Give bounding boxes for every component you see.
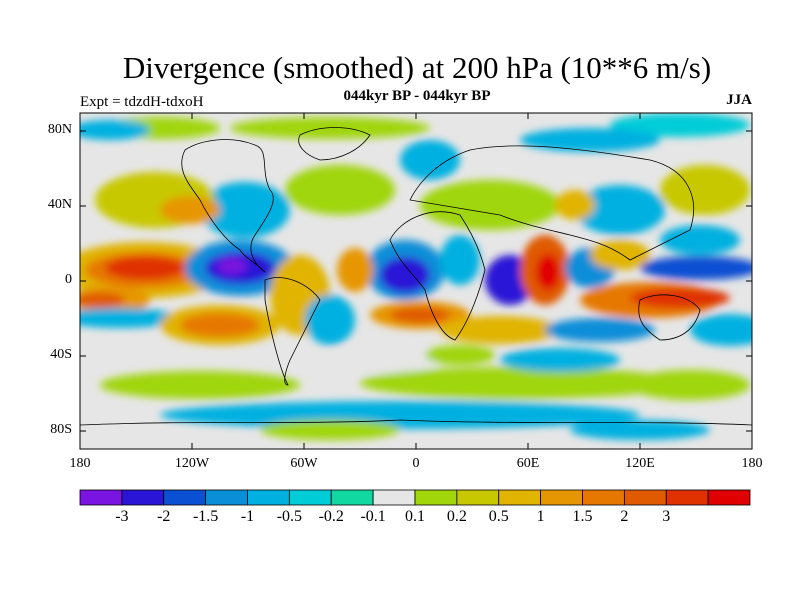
colorbar-swatch [540, 489, 583, 506]
divergence-field [80, 113, 752, 449]
experiment-label: Expt = tdzdH-tdxoH [80, 94, 204, 110]
colorbar-label: -0.1 [360, 508, 386, 525]
axis-ticks [79, 113, 753, 449]
colorbar-swatch [707, 489, 751, 506]
lat-label-80n: 80N [47, 122, 72, 137]
colorbar-swatch [623, 489, 667, 506]
lon-label-60e: 60E [516, 456, 540, 471]
lat-label-40n: 40N [47, 197, 72, 212]
colorbar-swatch [414, 489, 458, 506]
colorbar-swatch [205, 489, 248, 506]
colorbar-swatch [79, 489, 123, 506]
colorbar-swatch [456, 489, 500, 506]
colorbar-swatch [582, 489, 625, 506]
colorbar-label: 0.5 [488, 508, 509, 525]
colorbar-label: 2 [620, 508, 629, 525]
colorbar-swatch [498, 489, 542, 506]
colorbar-label: -1.5 [192, 508, 219, 525]
map-subtitle: 044kyr BP - 044kyr BP [343, 88, 491, 104]
colorbar-swatch [330, 489, 374, 506]
colorbar [79, 489, 751, 506]
colorbar-label: 3 [662, 508, 671, 525]
lon-label-120e: 120E [625, 456, 655, 471]
colorbar-swatch [121, 489, 165, 506]
colorbar-swatch [372, 489, 416, 506]
season-label: JJA [726, 92, 752, 108]
colorbar-label: 1 [536, 508, 545, 525]
colorbar-label: 1.5 [572, 508, 593, 525]
colorbar-label: 0.2 [446, 508, 467, 525]
lon-label-180e: 180 [741, 456, 763, 471]
colorbar-swatch [163, 489, 207, 506]
colorbar-label: -1 [240, 508, 255, 525]
coastlines [80, 127, 752, 426]
lat-label-40s: 40S [50, 347, 72, 362]
colorbar-swatch [665, 489, 709, 506]
lon-label-0: 0 [412, 456, 420, 471]
lon-label-60w: 60W [290, 456, 318, 471]
map-title: Divergence (smoothed) at 200 hPa (10**6 … [122, 50, 712, 85]
colorbar-label: 0.1 [405, 508, 425, 525]
colorbar-label: -3 [115, 508, 129, 525]
lon-label-120w: 120W [174, 456, 210, 471]
colorbar-label: -2 [157, 508, 171, 525]
colorbar-label: -0.5 [276, 508, 303, 525]
lat-label-0: 0 [65, 272, 72, 287]
lat-label-80s: 80S [50, 422, 72, 437]
colorbar-swatch [247, 489, 290, 506]
lon-label-180w: 180 [69, 456, 91, 471]
colorbar-label: -0.2 [318, 508, 344, 525]
colorbar-swatch [288, 489, 332, 506]
